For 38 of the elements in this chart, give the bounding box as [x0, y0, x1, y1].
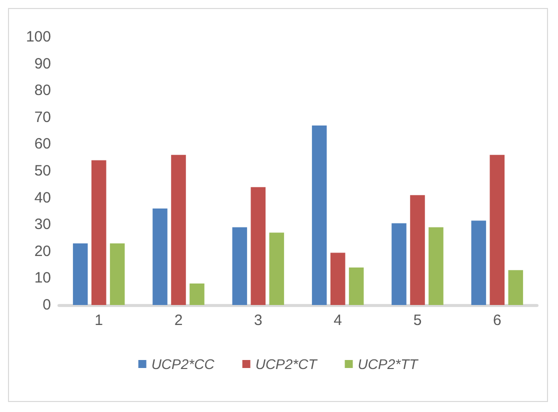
y-tick-label: 90 [34, 55, 51, 72]
bar [250, 187, 266, 305]
legend-label: UCP2*CC [151, 356, 216, 372]
x-tick-label: 1 [94, 312, 104, 329]
y-tick-label: 10 [34, 270, 51, 287]
y-tick-label: 70 [34, 108, 51, 126]
y-tick-label: 80 [34, 82, 51, 100]
bar [410, 195, 425, 305]
legend-label: UCP2*TT [358, 356, 420, 372]
y-tick-label: 30 [34, 216, 51, 234]
x-tick-label: 3 [254, 312, 262, 329]
x-tick-label: 4 [334, 312, 342, 329]
bar [91, 160, 106, 305]
legend-label: UCP2*CT [255, 356, 318, 372]
bar [72, 243, 88, 305]
bar [269, 232, 284, 305]
y-tick-label: 40 [34, 189, 51, 206]
x-tick-label: 6 [492, 312, 502, 329]
bar [171, 154, 186, 305]
y-tick-label: 100 [26, 28, 51, 46]
y-tick-label: 60 [34, 136, 51, 153]
y-tick-label: 20 [34, 242, 51, 260]
bar [152, 208, 168, 305]
bar [392, 223, 406, 305]
y-tick-label: 50 [34, 162, 51, 180]
bar [490, 154, 505, 305]
bar [232, 227, 248, 305]
bar [330, 252, 346, 305]
bar [508, 270, 524, 305]
x-tick-label: 2 [174, 312, 183, 329]
bar [428, 227, 444, 305]
bar [471, 220, 486, 305]
bar [348, 267, 364, 305]
y-tick-label: 0 [42, 296, 51, 314]
bar [190, 284, 204, 305]
bar [110, 243, 125, 305]
bar [312, 125, 327, 305]
x-tick-label: 5 [413, 312, 422, 329]
